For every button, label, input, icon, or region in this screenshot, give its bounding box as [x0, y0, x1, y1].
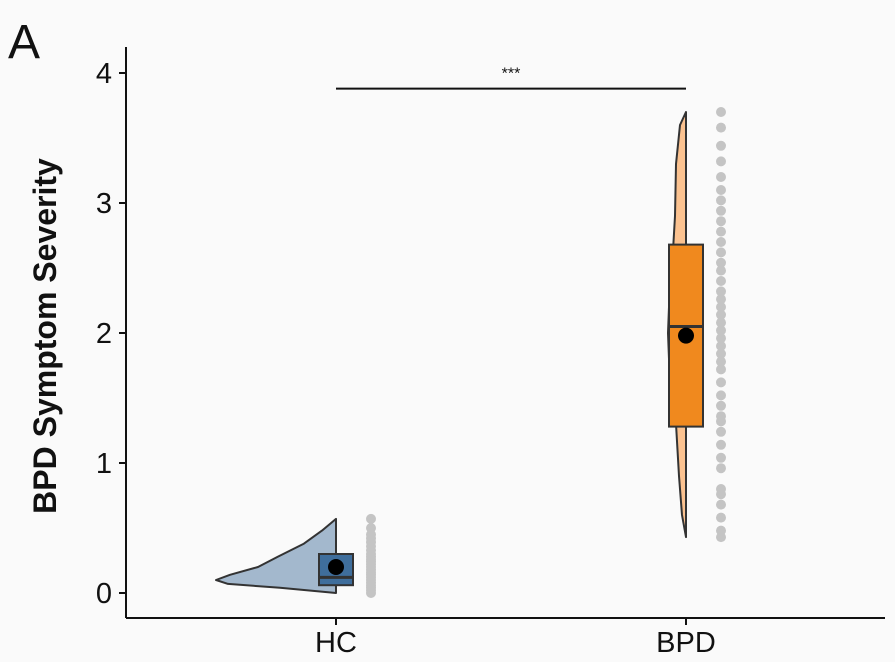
- y-tick-label: 2: [96, 318, 112, 350]
- data-point: [716, 257, 726, 268]
- violin-hc: [215, 517, 337, 594]
- data-point: [716, 140, 726, 151]
- data-point: [716, 525, 726, 536]
- y-tick-label: 4: [96, 58, 112, 90]
- data-point: [716, 356, 726, 367]
- data-point: [716, 122, 726, 133]
- y-tick-label: 0: [96, 578, 112, 610]
- data-point: [716, 276, 726, 286]
- y-axis-label: BPD Symptom Severity: [27, 158, 63, 514]
- data-point: [716, 216, 726, 227]
- data-point: [716, 390, 726, 401]
- data-point: [716, 341, 726, 351]
- data-point: [716, 439, 726, 450]
- data-point: [716, 195, 726, 206]
- data-point: [366, 513, 376, 524]
- data-point: [716, 265, 726, 276]
- data-point: [716, 107, 726, 117]
- data-point: [716, 309, 726, 320]
- data-point: [716, 499, 726, 510]
- data-point: [716, 364, 726, 375]
- data-point: [716, 426, 726, 437]
- mean-point-bpd: [678, 327, 694, 344]
- data-point: [716, 286, 726, 297]
- data-point: [716, 452, 726, 463]
- data-point: [716, 185, 726, 195]
- significance-label: ***: [502, 66, 521, 83]
- data-point: [716, 377, 726, 388]
- data-point: [716, 226, 726, 237]
- data-point: [716, 172, 726, 182]
- mean-point-hc: [328, 559, 344, 575]
- data-point: [716, 348, 726, 359]
- data-point: [716, 317, 726, 328]
- data-point: [716, 325, 726, 336]
- y-tick-label: 3: [96, 188, 112, 220]
- x-tick-label: BPD: [656, 627, 716, 659]
- data-point: [716, 302, 726, 312]
- data-point: [716, 484, 726, 494]
- panel-label: A: [8, 16, 40, 69]
- data-point: [716, 333, 726, 344]
- data-point: [716, 205, 726, 216]
- data-point: [716, 512, 726, 523]
- data-point: [366, 523, 376, 533]
- data-point: [716, 247, 726, 258]
- y-tick-label: 1: [96, 448, 112, 480]
- plot-area: 0 1 2 3 4 HC BPD ***: [96, 47, 885, 659]
- data-point: [716, 294, 726, 305]
- data-point: [716, 463, 726, 474]
- data-point: [716, 400, 726, 411]
- data-point: [716, 237, 726, 247]
- x-tick-label: HC: [315, 627, 357, 659]
- data-point: [716, 411, 726, 422]
- data-point: [716, 156, 726, 167]
